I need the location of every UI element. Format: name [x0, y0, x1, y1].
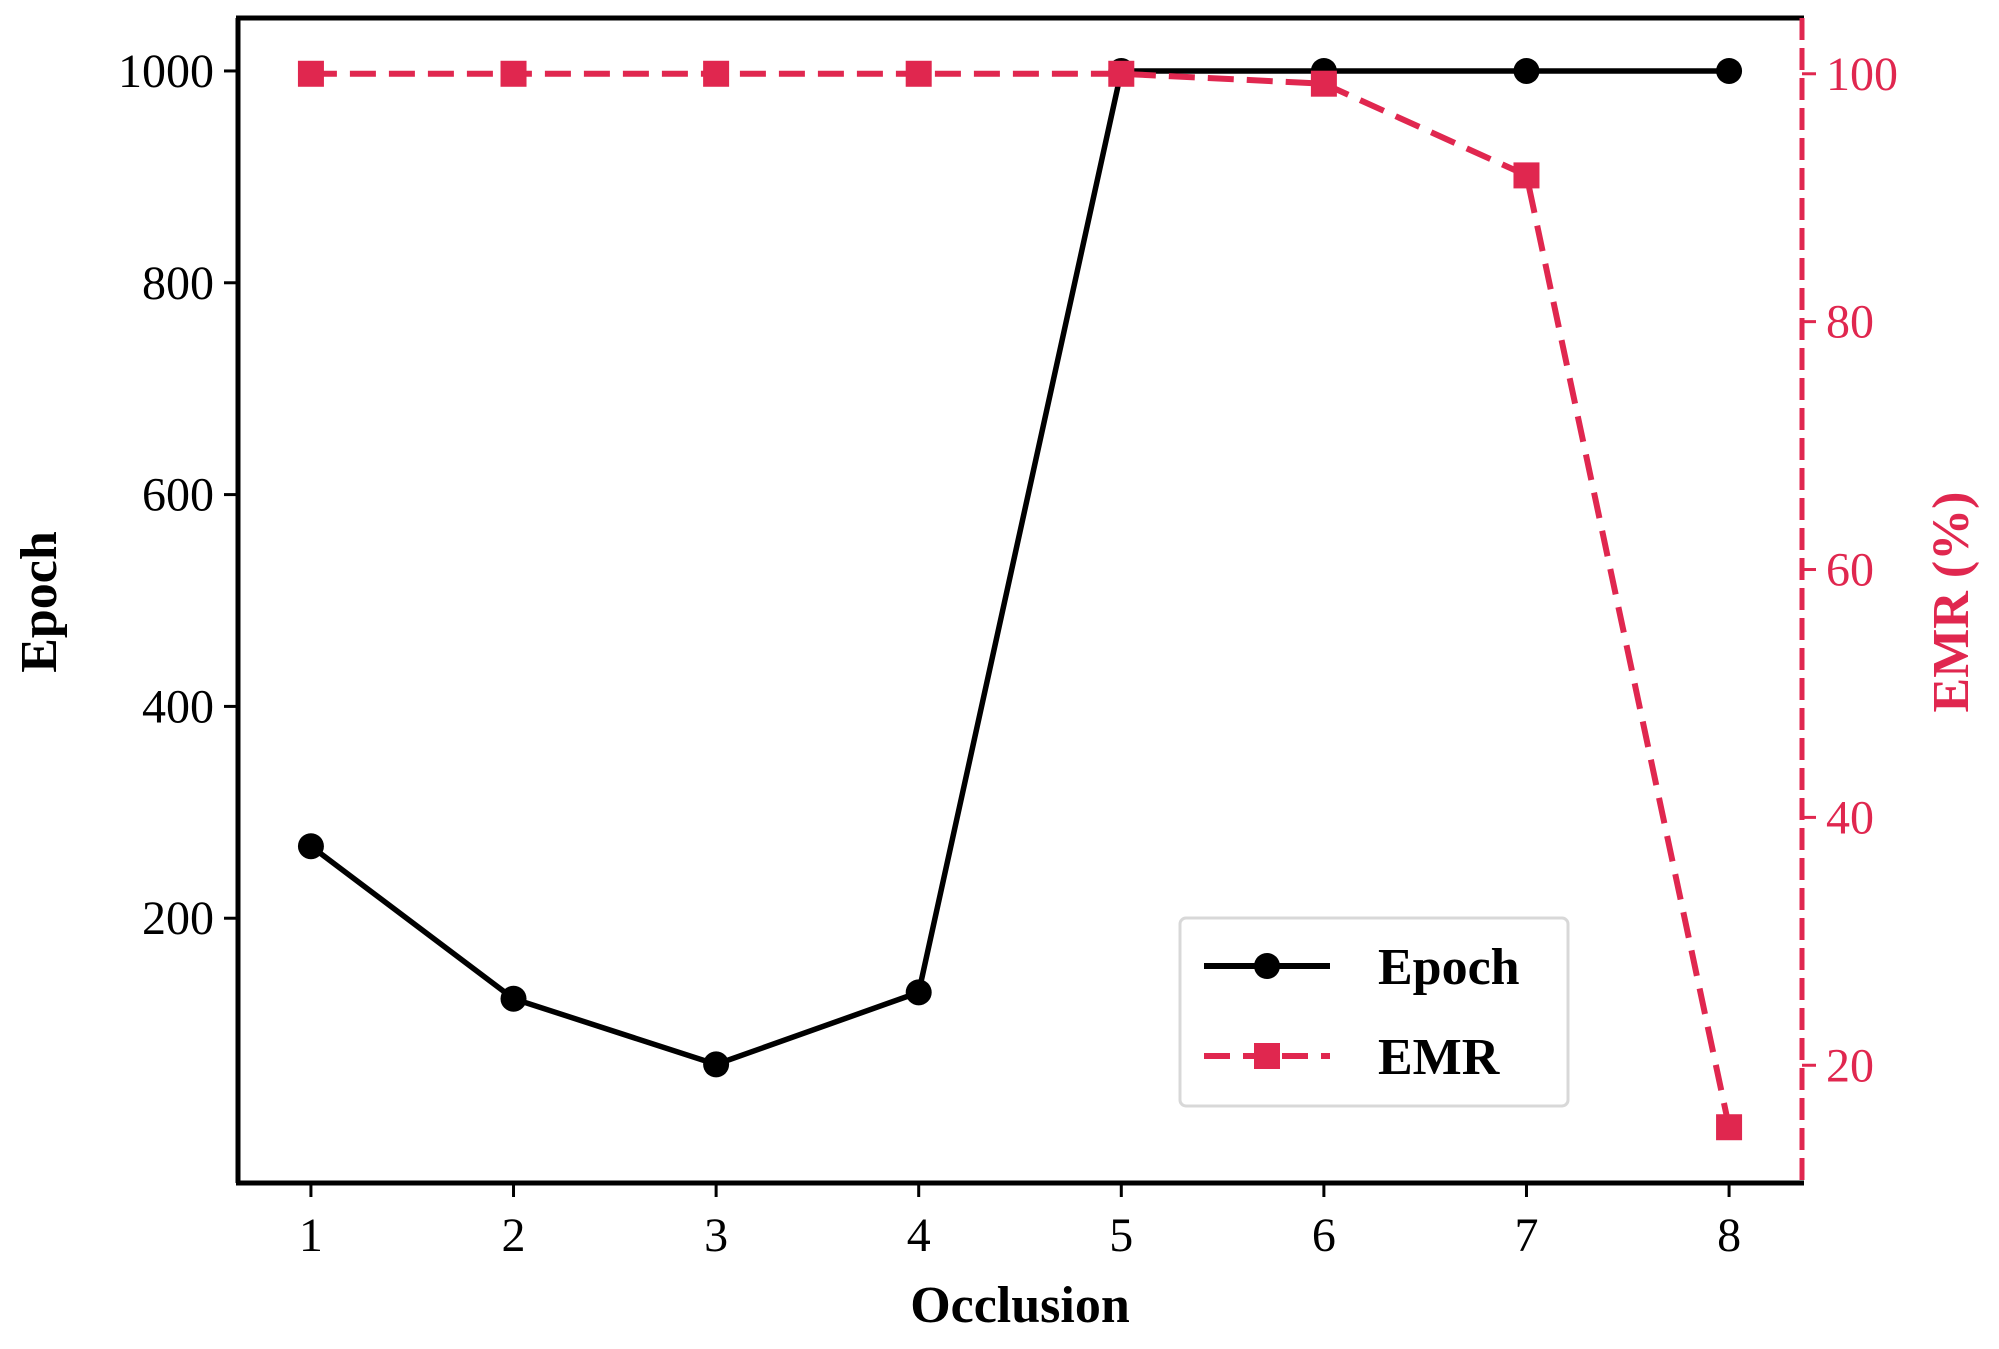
epoch-point: [703, 1051, 730, 1078]
left-y-tick-label: 800: [142, 257, 214, 310]
epoch-point: [500, 985, 527, 1012]
x-tick-label: 5: [1109, 1209, 1133, 1262]
x-tick-label: 7: [1514, 1209, 1538, 1262]
epoch-series-line: [309, 68, 1730, 1068]
epoch-point: [1513, 57, 1540, 84]
emr-point: [703, 60, 730, 87]
right-y-tick-label: 40: [1826, 791, 1874, 844]
x-axis-title: Occlusion: [910, 1277, 1130, 1334]
x-tick-label: 4: [907, 1209, 931, 1262]
right-y-axis-title: EMR (%): [1923, 492, 1980, 713]
epoch-point: [1716, 57, 1743, 84]
emr-point: [1513, 162, 1540, 189]
emr-point: [1108, 60, 1135, 87]
right-y-tick-label: 80: [1826, 296, 1874, 349]
legend-emr-label: EMR: [1378, 1029, 1501, 1086]
epoch-point: [905, 979, 932, 1006]
legend: Epoch EMR: [1178, 916, 1570, 1108]
x-tick-label: 6: [1312, 1209, 1336, 1262]
emr-point: [1310, 70, 1337, 97]
emr-point: [1716, 1114, 1743, 1141]
legend-epoch-marker: [1254, 953, 1280, 979]
legend-epoch-label: Epoch: [1378, 939, 1520, 996]
right-y-tick-label: 20: [1826, 1039, 1874, 1092]
emr-point: [297, 60, 324, 87]
emr-point: [905, 60, 932, 87]
x-tick-label: 2: [502, 1209, 526, 1262]
left-y-axis: 200 400 600 800 1000: [118, 45, 238, 945]
left-y-tick-label: 1000: [118, 45, 214, 98]
plot-frame: [235, 15, 1805, 1186]
left-y-tick-label: 600: [142, 469, 214, 522]
x-tick-label: 3: [704, 1209, 728, 1262]
right-y-tick-label: 100: [1826, 48, 1898, 101]
emr-series-line: [310, 70, 1733, 1128]
left-y-axis-title: Epoch: [11, 531, 68, 673]
epoch-point: [297, 833, 324, 860]
legend-emr-marker: [1254, 1043, 1280, 1069]
x-tick-label: 8: [1717, 1209, 1741, 1262]
right-y-axis: 20 40 60 80 100: [1802, 48, 1898, 1092]
left-y-tick-label: 200: [142, 892, 214, 945]
x-tick-label: 1: [299, 1209, 323, 1262]
series-layer: [297, 57, 1743, 1141]
right-y-tick-label: 60: [1826, 544, 1874, 597]
x-axis: 1 2 3 4 5 6 7 8: [299, 1183, 1741, 1262]
emr-point: [500, 60, 527, 87]
left-y-tick-label: 400: [142, 680, 214, 733]
